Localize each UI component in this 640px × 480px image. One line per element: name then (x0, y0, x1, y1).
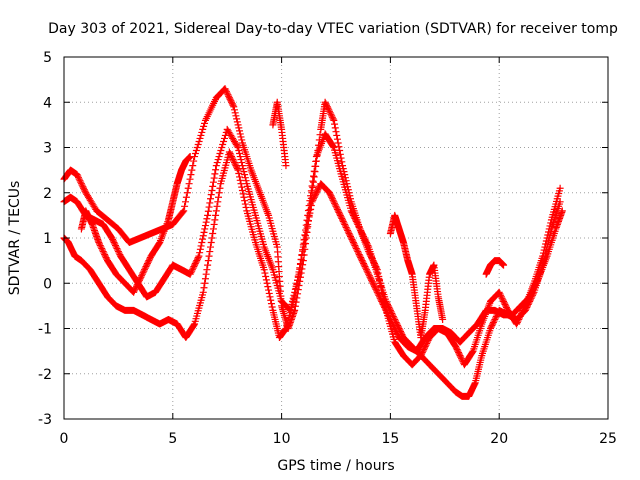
x-tick-label: 20 (490, 431, 508, 447)
y-tick-label: -1 (38, 322, 52, 338)
x-tick-label: 25 (599, 431, 617, 447)
x-axis-label: GPS time / hours (277, 458, 394, 474)
y-tick-label: 5 (43, 50, 52, 66)
y-tick-label: 2 (43, 186, 52, 202)
chart-title: Day 303 of 2021, Sidereal Day-to-day VTE… (48, 21, 618, 37)
y-tick-label: 3 (43, 141, 52, 157)
x-tick-label: 0 (60, 431, 69, 447)
y-tick-label: -3 (38, 412, 52, 428)
x-tick-label: 5 (168, 431, 177, 447)
y-axis-label: SDTVAR / TECUs (7, 181, 23, 296)
x-tick-labels: 0 5 10 15 20 25 (60, 431, 617, 447)
series-track-d (77, 98, 508, 342)
y-tick-label: 4 (43, 95, 52, 111)
series-track-b (60, 125, 564, 400)
series-markers (60, 125, 564, 400)
axis-ticks (63, 56, 609, 420)
series-track-a (60, 85, 564, 369)
series-markers (60, 85, 564, 369)
series-markers (77, 98, 508, 342)
y-tick-labels: -3 -2 -1 0 1 2 3 4 5 (38, 50, 52, 428)
x-tick-label: 15 (381, 431, 399, 447)
y-tick-label: 0 (43, 276, 52, 292)
y-tick-label: 1 (43, 231, 52, 247)
y-tick-label: -2 (38, 367, 52, 383)
x-tick-label: 10 (273, 431, 291, 447)
data-points (60, 85, 566, 400)
